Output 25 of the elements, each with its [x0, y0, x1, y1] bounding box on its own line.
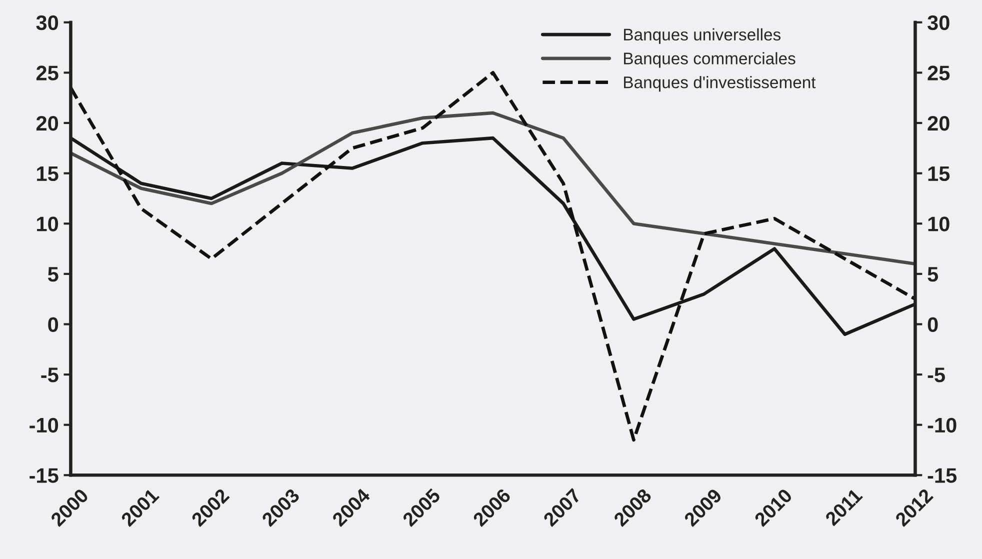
line-series: [70, 111, 916, 266]
y2-tick-label: -5: [928, 368, 945, 382]
y2-tick-label: 30: [928, 15, 950, 30]
y-tick-label: 25: [36, 66, 58, 80]
y2-tick-label: 10: [928, 216, 950, 232]
y2-tick-label: -10: [928, 418, 956, 433]
y2-tick-label: 0: [928, 317, 938, 332]
legend-label: Banques d'investissement: [624, 76, 816, 92]
y-tick-label: -10: [30, 418, 58, 433]
legend-label: Banques universelles: [624, 28, 781, 44]
y2-tick-label: 25: [928, 66, 950, 80]
legend-label: Banques commerciales: [624, 52, 796, 68]
y-tick-label: 5: [48, 267, 58, 282]
y-tick-label: 0: [48, 317, 58, 332]
y2-tick-label: -15: [928, 468, 957, 483]
y2-tick-label: 5: [928, 267, 938, 282]
y-tick-label: 30: [36, 15, 58, 30]
y-tick-label: -5: [41, 368, 58, 382]
y2-tick-label: 15: [928, 166, 950, 182]
line-series: [70, 71, 916, 442]
y2-tick-label: 20: [928, 116, 950, 131]
y-tick-label: 15: [37, 166, 58, 182]
y-tick-label: 10: [37, 216, 58, 232]
y-tick-label: -15: [30, 468, 58, 483]
y-tick-label: 20: [36, 116, 58, 131]
